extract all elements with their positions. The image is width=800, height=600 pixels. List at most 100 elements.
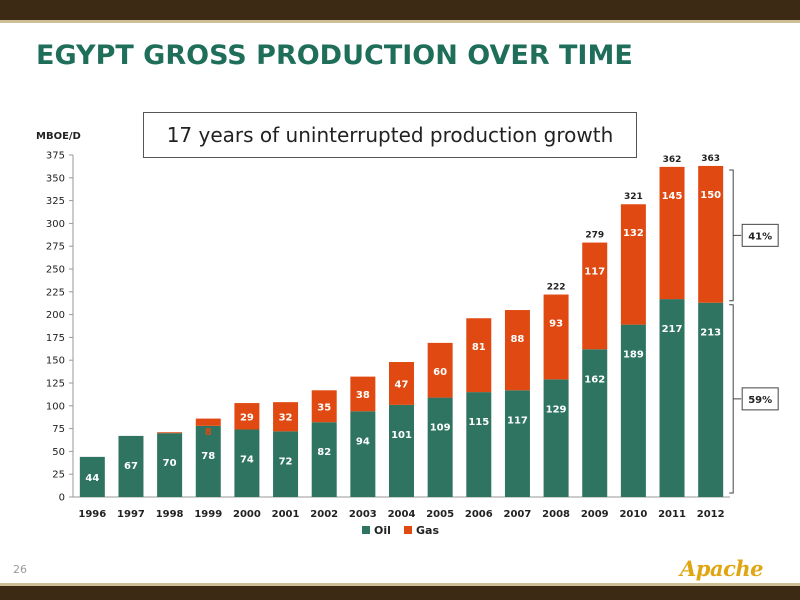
oil-bar (466, 392, 492, 497)
gas-bar (504, 310, 530, 391)
y-tick-label: 225 (46, 287, 65, 298)
oil-bar (118, 435, 144, 497)
bottom-frame-bar (0, 586, 800, 600)
y-tick-label: 0 (59, 493, 65, 504)
y-tick-label: 300 (46, 219, 65, 230)
y-tick-label: 150 (46, 356, 65, 367)
oil-bar (157, 433, 183, 497)
oil-bar (620, 324, 646, 497)
x-tick-label: 2011 (658, 509, 686, 520)
gas-bar (195, 418, 221, 426)
total-value-label: 363 (701, 154, 720, 164)
x-tick-label: 2001 (272, 509, 300, 520)
gas-bar (698, 165, 724, 303)
gas-value-label: 93 (549, 319, 563, 330)
slide-title: EGYPT GROSS PRODUCTION OVER TIME (36, 40, 633, 71)
x-tick-label: 2006 (465, 509, 493, 520)
gas-value-label: 145 (662, 191, 683, 202)
total-value-label: 321 (624, 192, 643, 202)
oil-value-label: 67 (124, 461, 138, 472)
oil-value-label: 162 (584, 374, 605, 385)
oil-value-label: 44 (85, 473, 99, 484)
y-tick-label: 375 (46, 151, 65, 162)
oil-value-label: 82 (317, 447, 331, 458)
gas-value-label: 47 (395, 379, 409, 390)
share-label: 59% (748, 395, 772, 406)
x-tick-label: 2003 (349, 509, 377, 520)
oil-bar (659, 299, 685, 497)
gas-value-label: 8 (205, 427, 212, 438)
x-tick-label: 2000 (233, 509, 261, 520)
gas-value-label: 117 (584, 267, 605, 278)
gas-bar (311, 390, 337, 423)
oil-bar (234, 429, 260, 497)
legend-gas-swatch (404, 526, 412, 534)
oil-value-label: 101 (391, 430, 412, 441)
x-tick-label: 1999 (194, 509, 222, 520)
y-tick-label: 250 (46, 265, 65, 276)
legend-oil-swatch (362, 526, 370, 534)
gas-bar (466, 318, 492, 393)
oil-value-label: 117 (507, 415, 528, 426)
gas-bar (582, 242, 608, 350)
oil-value-label: 129 (546, 404, 567, 415)
oil-bar (195, 425, 221, 497)
oil-value-label: 189 (623, 350, 644, 361)
x-tick-label: 2007 (504, 509, 532, 520)
legend-oil-label: Oil (374, 524, 391, 537)
oil-value-label: 217 (662, 324, 683, 335)
gas-value-label: 150 (700, 190, 721, 201)
gas-value-label: 132 (623, 228, 644, 239)
oil-value-label: 70 (163, 458, 177, 469)
oil-value-label: 115 (468, 417, 489, 428)
gas-bar (427, 342, 453, 398)
gas-bar (350, 376, 376, 412)
gas-share-bracket (729, 169, 742, 302)
x-tick-label: 2002 (310, 509, 338, 520)
oil-bar (582, 349, 608, 497)
oil-bar (427, 397, 453, 497)
page-number: 26 (13, 563, 27, 576)
y-tick-label: 25 (52, 470, 65, 481)
gas-bar (234, 403, 260, 430)
x-tick-label: 2005 (426, 509, 454, 520)
oil-bar (504, 390, 530, 497)
gas-bar (273, 402, 299, 432)
gas-bar (157, 432, 183, 434)
gas-share-box (741, 223, 779, 247)
gas-bar (620, 204, 646, 325)
top-frame-accent (0, 20, 800, 23)
x-tick-label: 2009 (581, 509, 609, 520)
gas-bar (543, 294, 569, 380)
bottom-frame-accent (0, 583, 800, 586)
apache-logo: Apache (680, 556, 764, 581)
x-tick-label: 1997 (117, 509, 145, 520)
oil-bar (273, 431, 299, 497)
x-tick-label: 2010 (619, 509, 647, 520)
gas-value-label: 32 (279, 413, 293, 424)
gas-value-label: 38 (356, 390, 370, 401)
total-value-label: 279 (585, 231, 604, 241)
oil-bar (350, 411, 376, 497)
y-tick-label: 75 (52, 424, 65, 435)
oil-value-label: 213 (700, 328, 721, 339)
y-tick-label: 350 (46, 173, 65, 184)
y-tick-label: 275 (46, 242, 65, 253)
gas-value-label: 88 (510, 334, 524, 345)
gas-bar (389, 362, 414, 405)
top-frame-bar (0, 0, 800, 20)
total-value-label: 362 (663, 155, 682, 165)
oil-value-label: 109 (430, 423, 451, 434)
oil-value-label: 72 (279, 456, 293, 467)
x-tick-label: 2004 (388, 509, 416, 520)
legend-gas-label: Gas (416, 524, 439, 537)
gas-value-label: 60 (433, 367, 447, 378)
total-value-label: 222 (547, 283, 566, 293)
y-tick-label: 50 (52, 447, 65, 458)
x-tick-label: 2008 (542, 509, 570, 520)
oil-value-label: 74 (240, 455, 254, 466)
gas-value-label: 29 (240, 412, 254, 423)
gas-value-label: 81 (472, 342, 486, 353)
oil-bar (543, 379, 569, 497)
